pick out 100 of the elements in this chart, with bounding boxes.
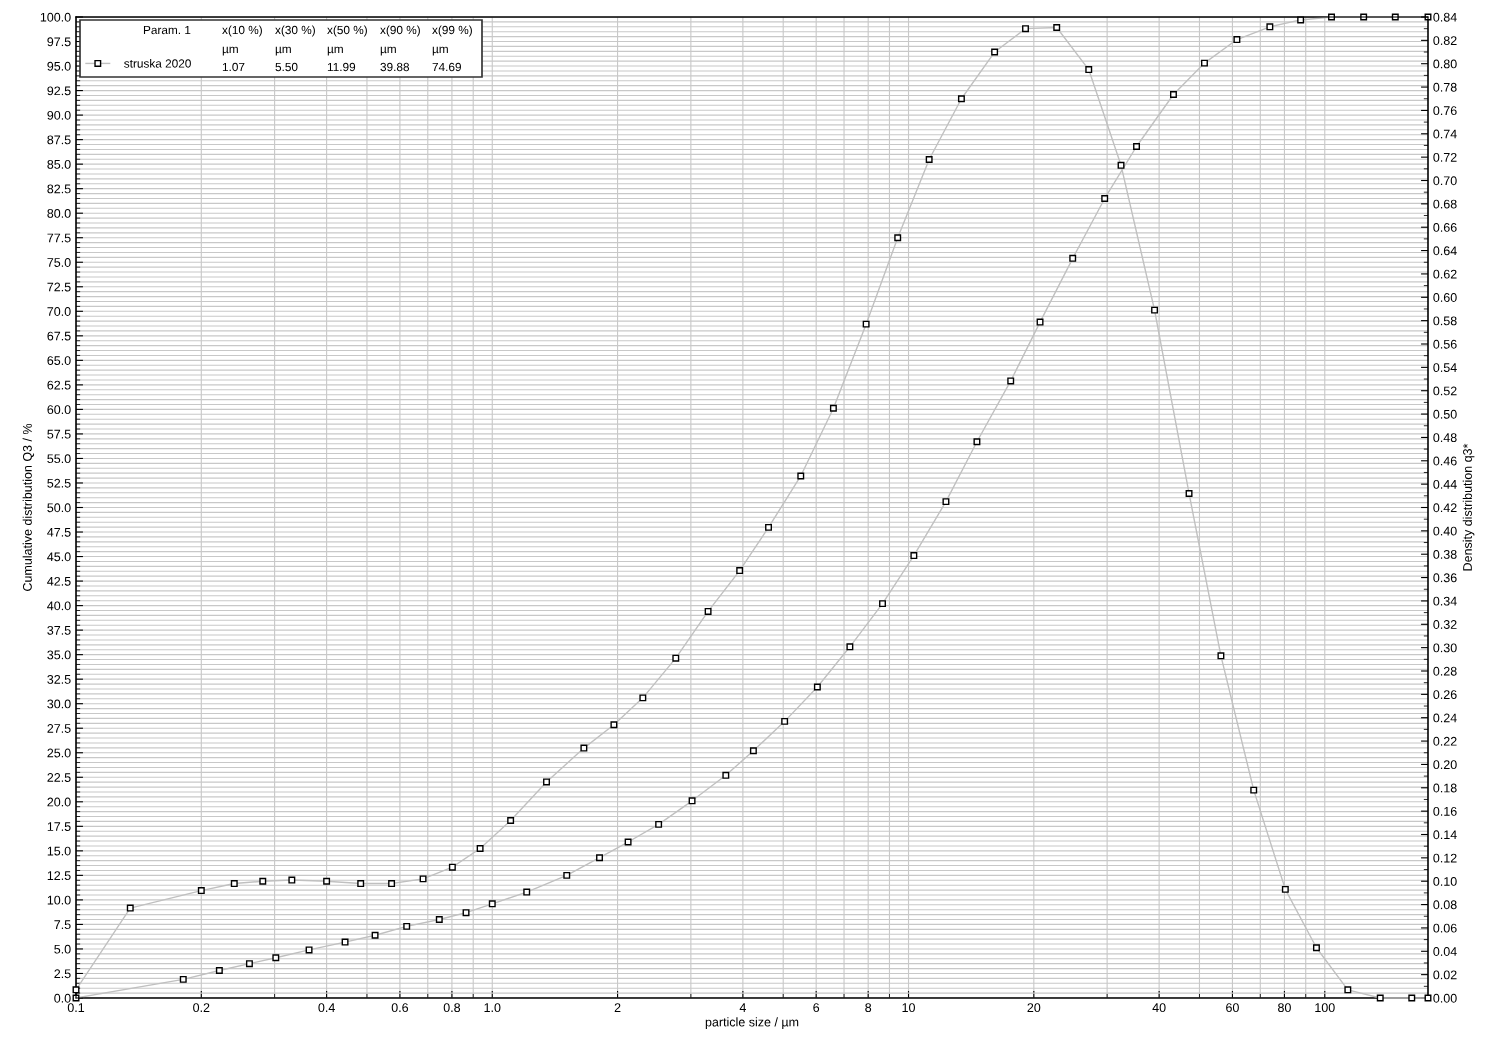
annotation: x(99 %) — [432, 25, 472, 37]
legend-label: struska 2020 — [124, 59, 191, 68]
annotation: µm — [327, 46, 343, 56]
annotation: 74.69 — [432, 62, 461, 72]
x-tick-label: 1.0 — [484, 1003, 501, 1013]
y2-tick-label: 0.42 — [1433, 503, 1457, 513]
y-tick-label: 60.0 — [47, 405, 71, 415]
annotation: x(50 %) — [327, 25, 367, 37]
y-tick-label: 25.0 — [47, 748, 71, 758]
y2-tick-label: 0.00 — [1433, 993, 1457, 1003]
y2-tick-label: 0.36 — [1433, 573, 1457, 583]
y-tick-label: 62.5 — [47, 380, 71, 390]
y2-tick-label: 0.04 — [1433, 947, 1457, 956]
y2-tick-label: 0.64 — [1433, 246, 1457, 256]
y2-tick-label: 0.76 — [1433, 106, 1457, 116]
y2-tick-label: 0.54 — [1433, 363, 1457, 373]
y-tick-label: 50.0 — [47, 503, 71, 513]
x-tick-label: 2 — [614, 1003, 621, 1012]
y2-tick-label: 0.60 — [1433, 293, 1457, 302]
annotation: µm — [222, 46, 238, 56]
x-tick-label: 10 — [902, 1003, 915, 1013]
y-tick-label: 57.5 — [47, 429, 71, 439]
annotation: 11.99 — [327, 62, 356, 72]
y2-tick-label: 0.28 — [1433, 666, 1457, 676]
y-tick-label: 27.5 — [47, 724, 71, 733]
y-tick-label: 5.0 — [54, 944, 71, 954]
y2-tick-label: 0.68 — [1433, 199, 1457, 209]
y2-tick-label: 0.22 — [1433, 736, 1457, 746]
y-tick-label: 52.5 — [47, 478, 71, 488]
y-tick-label: 37.5 — [47, 625, 71, 635]
y2-tick-label: 0.62 — [1433, 269, 1457, 279]
y-tick-label: 77.5 — [47, 233, 71, 243]
y2-tick-label: 0.46 — [1433, 456, 1457, 466]
y-tick-label: 22.5 — [47, 773, 71, 782]
y-tick-label: 90.0 — [47, 110, 71, 120]
y-tick-label: 0.0 — [54, 993, 71, 1003]
y-tick-label: 95.0 — [47, 61, 71, 71]
y-tick-label: 35.0 — [47, 650, 71, 660]
y2-tick-label: 0.16 — [1433, 806, 1457, 816]
y-tick-label: 65.0 — [47, 356, 71, 365]
y-tick-label: 97.5 — [47, 37, 71, 47]
y-tick-label: 42.5 — [47, 576, 71, 586]
x-tick-label: 0.6 — [391, 1003, 409, 1013]
y2-tick-label: 0.44 — [1433, 479, 1457, 489]
y-tick-label: 82.5 — [47, 184, 71, 194]
y2-tick-label: 0.38 — [1433, 550, 1457, 559]
y2-tick-label: 0.40 — [1433, 526, 1457, 536]
y2-tick-label: 0.84 — [1433, 12, 1457, 22]
annotation: 5.50 — [275, 62, 298, 72]
y2-tick-label: 0.74 — [1433, 129, 1457, 139]
y2-tick-label: 0.24 — [1433, 713, 1457, 723]
y2-tick-label: 0.80 — [1433, 59, 1457, 69]
y2-tick-label: 0.72 — [1433, 152, 1457, 162]
y-tick-label: 75.0 — [47, 258, 71, 267]
x-tick-label: 60 — [1226, 1003, 1239, 1013]
y-tick-label: 92.5 — [47, 86, 71, 96]
y2-tick-label: 0.06 — [1433, 923, 1457, 933]
y2-tick-label: 0.30 — [1433, 643, 1457, 653]
x-tick-label: 40 — [1152, 1003, 1166, 1013]
y-tick-label: 30.0 — [47, 699, 71, 709]
y-tick-label: 87.5 — [47, 135, 71, 145]
annotation: µm — [275, 46, 291, 56]
y-tick-label: 32.5 — [47, 674, 71, 684]
annotation: Param. 1 — [143, 25, 191, 35]
y-tick-label: 20.0 — [47, 797, 71, 807]
y2-tick-label: 0.56 — [1433, 339, 1457, 349]
x-tick-label: 6 — [813, 1003, 820, 1013]
y2-tick-label: 0.26 — [1433, 690, 1457, 700]
y-tick-label: 80.0 — [47, 209, 71, 218]
x-tick-label: 4 — [739, 1003, 746, 1012]
x-axis-title: particle size / µm — [705, 1017, 799, 1029]
y-tick-label: 47.5 — [47, 527, 71, 537]
x-tick-label: 0.4 — [318, 1003, 335, 1013]
x-tick-label: 80 — [1278, 1003, 1291, 1013]
y-tick-label: 72.5 — [47, 282, 71, 292]
y-tick-label: 17.5 — [47, 822, 71, 831]
y-axis-title: Cumulative distribution Q3 / % — [22, 423, 35, 591]
y2-tick-label: 0.82 — [1433, 36, 1457, 46]
y2-tick-label: 0.32 — [1433, 620, 1457, 629]
y-tick-label: 67.5 — [47, 331, 71, 341]
y2-tick-label: 0.14 — [1433, 830, 1457, 840]
y2-tick-label: 0.18 — [1433, 783, 1457, 793]
y-tick-label: 70.0 — [47, 307, 71, 316]
y2-tick-label: 0.78 — [1433, 82, 1457, 92]
y-tick-label: 10.0 — [47, 895, 71, 905]
y2-tick-label: 0.50 — [1433, 409, 1457, 419]
y2-tick-label: 0.58 — [1433, 316, 1457, 326]
y2-tick-label: 0.70 — [1433, 176, 1457, 186]
y2-tick-label: 0.20 — [1433, 760, 1457, 770]
y-tick-label: 45.0 — [47, 552, 71, 562]
y-tick-label: 100.0 — [40, 12, 71, 22]
y2-tick-label: 0.02 — [1433, 970, 1457, 980]
x-tick-label: 100 — [1315, 1003, 1335, 1013]
annotation: 39.88 — [380, 62, 410, 72]
y-tick-label: 40.0 — [47, 601, 71, 611]
y-tick-label: 2.5 — [54, 969, 71, 979]
y2-tick-label: 0.12 — [1433, 853, 1457, 863]
annotation: x(10 %) — [222, 25, 262, 37]
y-tick-label: 85.0 — [47, 159, 71, 169]
y2-tick-label: 0.48 — [1433, 433, 1457, 443]
